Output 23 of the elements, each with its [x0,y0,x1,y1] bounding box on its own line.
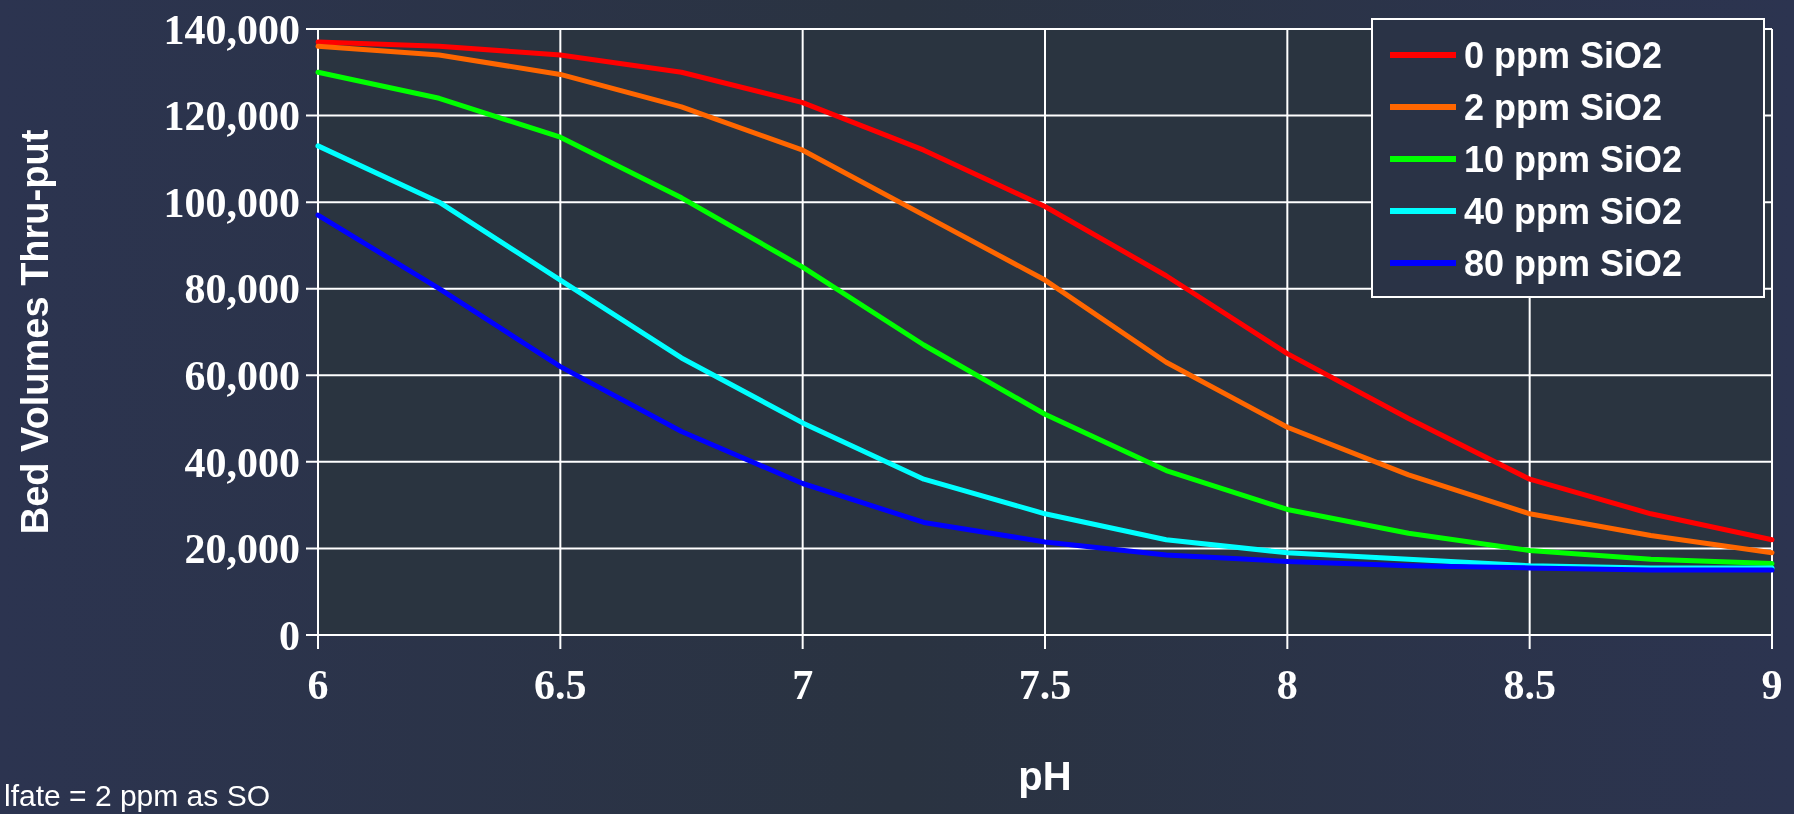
y-tick-label: 0 [279,612,300,659]
x-tick-label: 6.5 [534,662,587,708]
y-tick-label: 100,000 [163,179,300,226]
y-tick-label: 140,000 [163,6,300,53]
legend-label: 80 ppm SiO2 [1464,242,1683,284]
legend-label: 10 ppm SiO2 [1464,138,1683,180]
legend-label: 2 ppm SiO2 [1464,86,1663,128]
y-tick-label: 80,000 [184,266,300,313]
y-tick-label: 120,000 [163,93,300,140]
x-tick-label: 7.5 [1018,662,1072,708]
y-tick-label: 60,000 [184,352,300,399]
legend-label: 0 ppm SiO2 [1464,34,1663,76]
x-tick-label: 8.5 [1503,662,1556,708]
y-axis-title: Bed Volumes Thru-put [14,129,56,535]
legend-label: 40 ppm SiO2 [1464,190,1683,232]
x-tick-label: 6 [307,662,329,708]
y-tick-label: 20,000 [184,526,300,573]
x-tick-label: 8 [1276,662,1298,708]
x-axis-title: pH [1018,754,1072,798]
y-tick-label: 40,000 [184,439,300,486]
x-tick-label: 9 [1761,662,1783,708]
x-tick-label: 7 [792,662,814,708]
text: lfate = 2 ppm as SO [4,779,270,812]
